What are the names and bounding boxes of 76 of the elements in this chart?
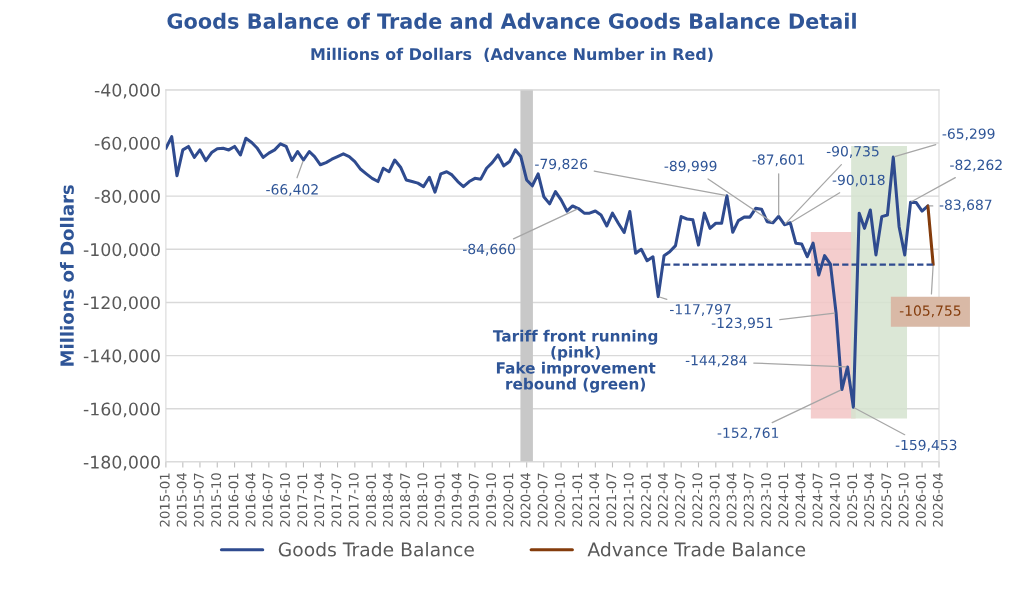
y-tick-label: -140,000 bbox=[83, 349, 160, 365]
annotation: -159,453 bbox=[895, 439, 957, 452]
x-tick-label: 2020-10 bbox=[554, 473, 565, 527]
x-tick-label: 2019-01 bbox=[434, 473, 445, 527]
x-tick-label: 2024-01 bbox=[778, 473, 789, 527]
x-tick-label: 2015-07 bbox=[193, 473, 204, 527]
x-tick-label: 2025-04 bbox=[864, 473, 875, 527]
x-tick-label: 2022-04 bbox=[657, 473, 668, 527]
annotation: -84,660 bbox=[462, 243, 515, 256]
x-tick-label: 2025-01 bbox=[847, 473, 858, 527]
x-tick-label: 2022-01 bbox=[640, 473, 651, 527]
x-tick-label: 2021-07 bbox=[606, 473, 617, 527]
annotation: -66,402 bbox=[266, 184, 318, 197]
y-axis-title: Millions of Dollars bbox=[59, 185, 74, 366]
x-tick-label: 2021-10 bbox=[623, 473, 634, 527]
x-tick-label: 2025-10 bbox=[898, 473, 909, 527]
x-tick-label: 2017-07 bbox=[331, 473, 342, 527]
x-tick-label: 2025-07 bbox=[881, 473, 892, 527]
x-tick-label: 2022-07 bbox=[675, 473, 685, 527]
annotation: -65,299 bbox=[942, 128, 995, 141]
x-tick-label: 2026-01 bbox=[915, 473, 926, 527]
x-tick-label: 2023-01 bbox=[709, 473, 720, 527]
legend-label: Advance Trade Balance bbox=[587, 542, 806, 557]
y-tick-label: -80,000 bbox=[94, 189, 160, 205]
x-tick-label: 2020-04 bbox=[520, 473, 531, 527]
annotation: -87,601 bbox=[752, 154, 805, 167]
x-tick-label: 2018-07 bbox=[400, 473, 411, 527]
y-tick-label: -40,000 bbox=[94, 83, 160, 99]
x-tick-label: 2024-07 bbox=[812, 473, 823, 527]
x-tick-label: 2015-10 bbox=[211, 473, 222, 527]
legend-label: Goods Trade Balance bbox=[278, 542, 474, 557]
x-tick-label: 2016-10 bbox=[280, 473, 290, 527]
y-tick-label: -160,000 bbox=[83, 402, 160, 418]
annotation: -123,951 bbox=[711, 317, 773, 330]
x-tick-label: 2022-10 bbox=[692, 473, 703, 527]
x-tick-label: 2017-01 bbox=[297, 473, 308, 527]
annotation: -79,826 bbox=[535, 158, 588, 171]
x-tick-label: 2016-04 bbox=[245, 473, 256, 527]
annotation: -89,999 bbox=[664, 160, 717, 173]
x-tick-label: 2023-07 bbox=[743, 473, 754, 527]
x-tick-label: 2016-07 bbox=[262, 473, 273, 527]
annotation: Tariff front running (pink) Fake improvement rebound (green) bbox=[492, 329, 658, 393]
x-tick-label: 2019-04 bbox=[451, 473, 462, 527]
x-tick-label: 2018-10 bbox=[417, 473, 428, 527]
y-tick-label: -120,000 bbox=[83, 296, 160, 312]
chart-subtitle: Millions of Dollars (Advance Number in Red) bbox=[311, 47, 713, 62]
x-tick-label: 2021-04 bbox=[589, 473, 600, 527]
x-tick-label: 2023-04 bbox=[726, 473, 737, 527]
y-tick-label: -180,000 bbox=[83, 455, 160, 471]
x-tick-label: 2018-01 bbox=[366, 473, 376, 527]
x-tick-label: 2019-07 bbox=[468, 473, 479, 527]
annotation: -105,755 bbox=[899, 305, 961, 318]
x-tick-label: 2021-01 bbox=[572, 473, 583, 527]
annotation: -82,262 bbox=[950, 159, 1002, 172]
y-tick-label: -60,000 bbox=[94, 136, 160, 152]
x-tick-label: 2016-01 bbox=[228, 473, 239, 527]
x-tick-label: 2019-10 bbox=[486, 473, 497, 527]
annotation: -90,735 bbox=[826, 145, 879, 158]
x-tick-label: 2023-10 bbox=[761, 473, 772, 527]
annotation: -83,687 bbox=[939, 199, 992, 212]
x-tick-label: 2020-01 bbox=[503, 473, 514, 527]
x-tick-label: 2024-10 bbox=[829, 473, 840, 527]
x-tick-label: 2017-10 bbox=[348, 473, 359, 527]
x-tick-label: 2015-01 bbox=[159, 473, 170, 527]
x-tick-label: 2015-04 bbox=[176, 473, 187, 527]
y-tick-label: -100,000 bbox=[83, 243, 160, 258]
x-tick-label: 2017-04 bbox=[314, 473, 325, 527]
x-tick-label: 2026-04 bbox=[932, 473, 943, 527]
annotation: -90,018 bbox=[832, 174, 885, 187]
x-tick-label: 2018-04 bbox=[382, 473, 393, 527]
annotation: -152,761 bbox=[717, 427, 779, 440]
x-tick-label: 2020-07 bbox=[537, 473, 548, 527]
chart-title: Goods Balance of Trade and Advance Goods Balance Detail bbox=[167, 12, 856, 29]
x-tick-label: 2024-04 bbox=[795, 473, 806, 527]
annotation: -117,797 bbox=[670, 304, 731, 316]
annotation: -144,284 bbox=[685, 354, 747, 367]
